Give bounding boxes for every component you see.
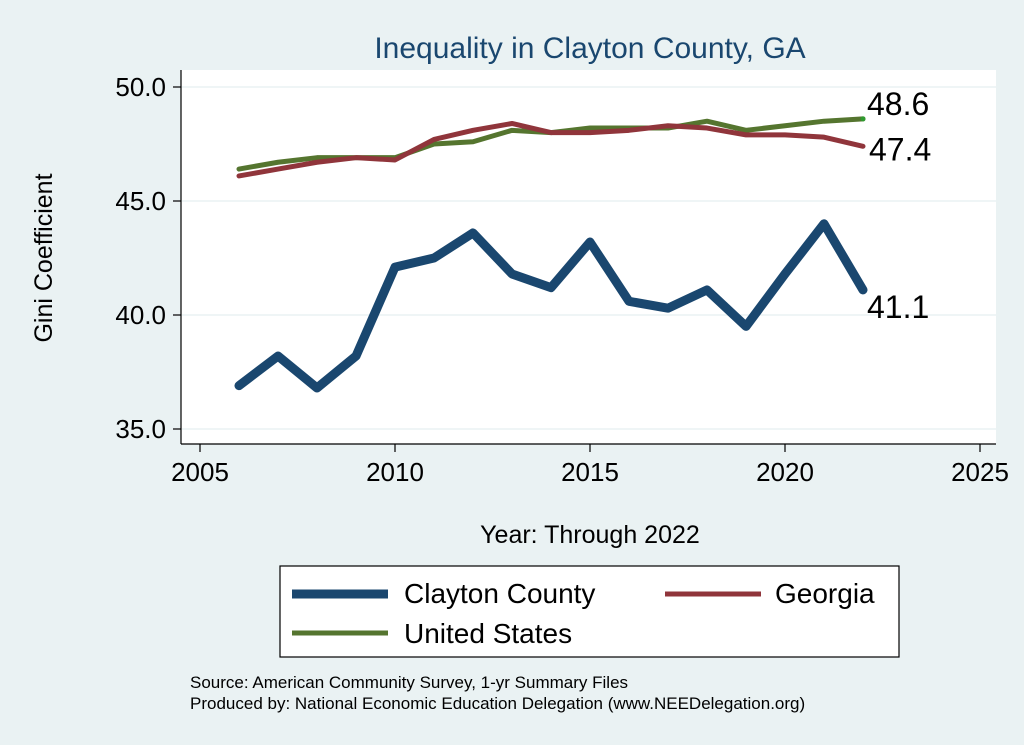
data-point-georgia	[706, 127, 708, 129]
producer-note: Produced by: National Economic Education…	[190, 694, 805, 713]
data-point-clayton-county	[511, 273, 513, 275]
y-tick-label: 50.0	[115, 72, 166, 102]
data-point-clayton-county	[238, 385, 240, 387]
data-point-clayton-county	[355, 355, 357, 357]
data-point-united-states	[472, 141, 474, 143]
y-axis: 35.0 40.0 45.0 50.0	[115, 70, 182, 444]
data-point-clayton-county	[433, 257, 435, 259]
data-point-clayton-county	[667, 307, 669, 309]
data-point-clayton-county	[706, 289, 708, 291]
source-note: Source: American Community Survey, 1-yr …	[190, 673, 628, 692]
data-point-georgia	[472, 129, 474, 131]
data-point-united-states	[316, 157, 318, 159]
legend-box	[279, 565, 900, 658]
data-point-clayton-county	[862, 289, 864, 291]
data-point-united-states	[238, 168, 240, 170]
data-point-georgia	[784, 134, 786, 136]
y-tick-label: 35.0	[115, 414, 166, 444]
data-point-georgia	[745, 134, 747, 136]
data-point-georgia	[277, 168, 279, 170]
data-point-clayton-county	[628, 300, 630, 302]
legend-label-clayton-county: Clayton County	[404, 578, 595, 609]
data-point-georgia	[823, 136, 825, 138]
data-point-clayton-county	[394, 266, 396, 268]
y-tick-label: 40.0	[115, 300, 166, 330]
data-point-georgia	[316, 161, 318, 163]
x-tick-label: 2020	[756, 457, 814, 487]
data-point-clayton-county	[316, 387, 318, 389]
data-point-georgia	[433, 138, 435, 140]
data-point-united-states	[433, 143, 435, 145]
end-label-clayton-county: 41.1	[867, 289, 929, 325]
series-lines	[234, 116, 868, 393]
y-tick-label: 45.0	[115, 186, 166, 216]
data-point-clayton-county	[784, 273, 786, 275]
data-point-united-states	[589, 127, 591, 129]
data-point-georgia	[511, 122, 513, 124]
legend: Clayton County Georgia United States	[279, 565, 900, 658]
data-point-clayton-county	[823, 223, 825, 225]
data-point-united-states	[823, 120, 825, 122]
data-point-united-states	[706, 120, 708, 122]
data-point-clayton-county	[589, 241, 591, 243]
data-point-united-states	[784, 125, 786, 127]
end-label-united-states: 48.6	[867, 86, 929, 122]
x-tick-label: 2025	[951, 457, 1009, 487]
legend-label-georgia: Georgia	[775, 578, 875, 609]
x-tick-label: 2005	[171, 457, 229, 487]
data-point-georgia	[550, 132, 552, 134]
data-point-georgia	[355, 157, 357, 159]
data-point-clayton-county	[745, 325, 747, 327]
x-tick-label: 2015	[561, 457, 619, 487]
data-point-united-states	[511, 129, 513, 131]
data-point-georgia	[238, 175, 240, 177]
data-point-united-states	[277, 161, 279, 163]
x-axis: 2005 2010 2015 2020 2025	[171, 443, 1009, 487]
data-point-georgia	[589, 132, 591, 134]
end-label-georgia: 47.4	[869, 131, 931, 167]
end-marker-united-states	[860, 116, 866, 122]
x-axis-label: Year: Through 2022	[480, 521, 700, 549]
end-labels: 41.1 47.4 48.6	[867, 86, 931, 325]
legend-label-united-states: United States	[404, 618, 572, 649]
data-point-georgia	[862, 145, 864, 147]
gridlines	[181, 86, 996, 430]
x-tick-label: 2010	[366, 457, 424, 487]
chart-title: Inequality in Clayton County, GA	[374, 32, 805, 65]
data-point-united-states	[745, 129, 747, 131]
data-point-georgia	[394, 159, 396, 161]
data-point-georgia	[628, 129, 630, 131]
data-point-clayton-county	[472, 232, 474, 234]
y-axis-label: Gini Coefficient	[30, 173, 58, 342]
data-point-georgia	[667, 125, 669, 127]
data-point-clayton-county	[277, 355, 279, 357]
data-point-clayton-county	[550, 287, 552, 289]
